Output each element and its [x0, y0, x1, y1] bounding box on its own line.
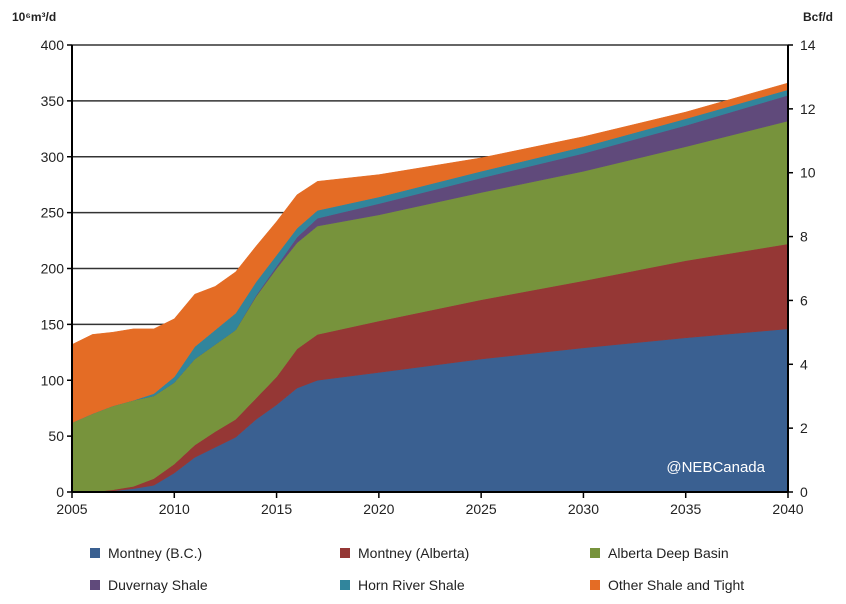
legend-label: Duvernay Shale	[108, 577, 208, 593]
y-tick-label: 400	[41, 37, 65, 53]
legend-swatch	[340, 580, 350, 590]
legend-label: Montney (Alberta)	[358, 545, 470, 561]
x-tick-label: 2035	[670, 501, 701, 517]
areas	[71, 82, 789, 493]
legend-swatch	[90, 548, 100, 558]
legend-label: Horn River Shale	[358, 577, 465, 593]
y-right-tick-label: 12	[800, 101, 816, 117]
legend: Montney (B.C.) Montney (Alberta) Alberta D…	[90, 545, 810, 593]
legend-swatch	[590, 548, 600, 558]
legend-item: Alberta Deep Basin	[590, 545, 810, 561]
y-right-tick-label: 10	[800, 165, 816, 181]
y-axis-label-right: Bcf/d	[803, 10, 833, 24]
legend-item: Duvernay Shale	[90, 577, 340, 593]
y-right-tick-label: 14	[800, 37, 816, 53]
legend-item: Horn River Shale	[340, 577, 590, 593]
legend-label: Other Shale and Tight	[608, 577, 745, 593]
watermark: @NEBCanada	[666, 459, 765, 476]
legend-swatch	[90, 580, 100, 590]
x-tick-label: 2010	[159, 501, 190, 517]
y-right-tick-label: 6	[800, 292, 808, 308]
x-tick-label: 2030	[568, 501, 599, 517]
y-tick-label: 300	[41, 149, 65, 165]
y-tick-label: 150	[41, 316, 65, 332]
legend-item: Other Shale and Tight	[590, 577, 810, 593]
y-tick-label: 350	[41, 93, 65, 109]
legend-label: Montney (B.C.)	[108, 545, 203, 561]
y-axis-label-left: 10⁶m³/d	[12, 10, 56, 24]
y-tick-label: 50	[48, 428, 64, 444]
y-right-tick-label: 0	[800, 484, 808, 500]
legend-label: Alberta Deep Basin	[608, 545, 729, 561]
y-tick-label: 250	[41, 205, 65, 221]
y-right-tick-label: 2	[800, 420, 808, 436]
legend-item: Montney (B.C.)	[90, 545, 340, 561]
x-tick-label: 2005	[56, 501, 87, 517]
x-tick-label: 2040	[772, 501, 803, 517]
legend-swatch	[590, 580, 600, 590]
legend-item: Montney (Alberta)	[340, 545, 590, 561]
axes: 0 50 100 150 200 250 300 350 400 0 2 4 6 8 10 12 14 2005 2…	[41, 37, 816, 517]
y-tick-label: 0	[56, 484, 64, 500]
x-tick-label: 2020	[363, 501, 394, 517]
legend-swatch	[340, 548, 350, 558]
y-tick-label: 100	[41, 372, 65, 388]
y-tick-label: 200	[41, 261, 65, 277]
y-right-tick-label: 8	[800, 229, 808, 245]
x-tick-label: 2025	[466, 501, 497, 517]
y-right-tick-label: 4	[800, 356, 808, 372]
x-tick-label: 2015	[261, 501, 292, 517]
